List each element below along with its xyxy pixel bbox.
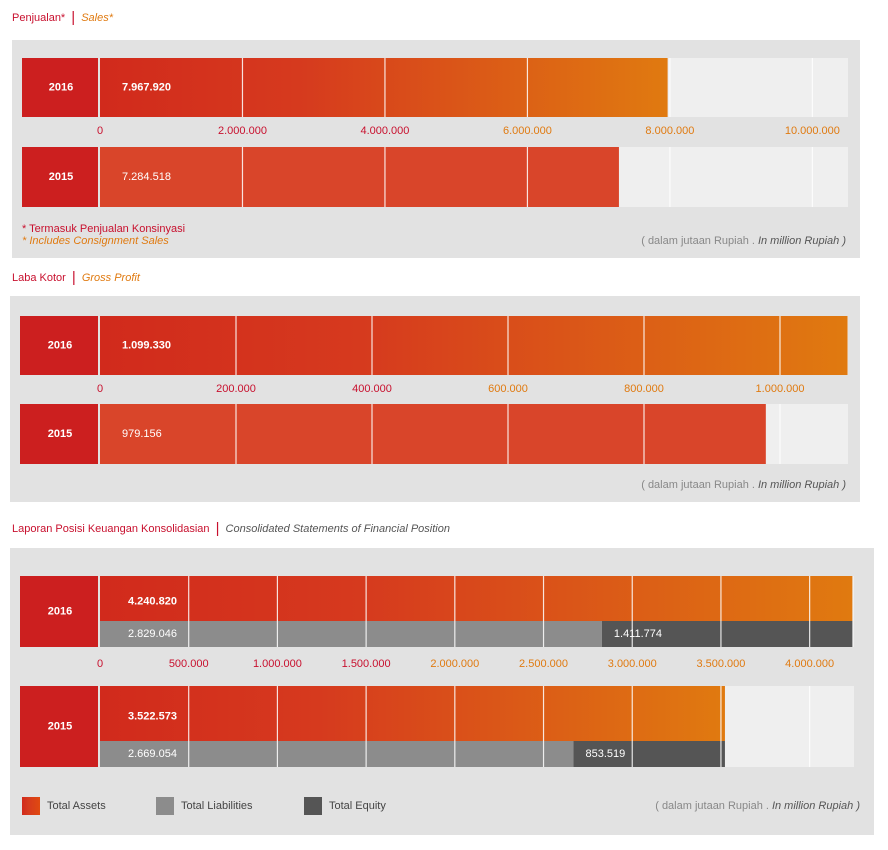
x-tick-label: 6.000.000 — [503, 125, 552, 137]
value-label: 853.519 — [586, 748, 626, 760]
x-tick-label: 500.000 — [169, 658, 209, 670]
chart-title: Penjualan* — [12, 12, 66, 24]
category-box — [20, 576, 98, 647]
bar-liabilities — [100, 741, 574, 767]
x-tick-label: 10.000.000 — [785, 125, 840, 137]
unit-note: ( dalam jutaan Rupiah . — [655, 800, 769, 812]
value-label: 979.156 — [122, 428, 162, 440]
category-label: 2016 — [48, 605, 72, 617]
bar-assets — [100, 576, 853, 621]
x-tick-label: 1.500.000 — [342, 658, 391, 670]
unit-note-en: In million Rupiah ) — [772, 800, 860, 812]
category-label: 2015 — [48, 720, 72, 732]
legend-label: Total Equity — [329, 800, 386, 812]
bar — [100, 58, 668, 117]
chart-title: Laporan Posisi Keuangan Konsolidasian — [12, 523, 210, 535]
value-label: 2.829.046 — [128, 628, 177, 640]
x-tick-label: 2.000.000 — [218, 125, 267, 137]
x-tick-label: 4.000.000 — [360, 125, 409, 137]
x-tick-label: 400.000 — [352, 383, 392, 395]
x-tick-label: 1.000.000 — [756, 383, 805, 395]
chart-subtitle: Sales* — [81, 12, 114, 24]
x-tick-label: 2.500.000 — [519, 658, 568, 670]
x-tick-label: 2.000.000 — [430, 658, 479, 670]
legend-swatch — [156, 797, 174, 815]
unit-note: ( dalam jutaan Rupiah . — [641, 235, 755, 247]
chart-subtitle: Gross Profit — [82, 272, 141, 284]
bar — [100, 316, 848, 375]
x-tick-label: 0 — [97, 383, 103, 395]
category-box — [22, 58, 98, 117]
x-tick-label: 200.000 — [216, 383, 256, 395]
legend-swatch — [304, 797, 322, 815]
value-label: 1.411.774 — [614, 628, 662, 640]
category-box — [20, 404, 98, 464]
legend-swatch — [22, 797, 40, 815]
category-label: 2016 — [49, 81, 73, 93]
chart-title: Laba Kotor — [12, 272, 66, 284]
category-label: 2016 — [48, 339, 72, 351]
legend-label: Total Assets — [47, 800, 106, 812]
category-label: 2015 — [49, 171, 73, 183]
x-tick-label: 1.000.000 — [253, 658, 302, 670]
category-label: 2015 — [48, 428, 72, 440]
category-box — [20, 686, 98, 767]
bar — [100, 147, 619, 207]
x-tick-label: 4.000.000 — [785, 658, 834, 670]
x-tick-label: 0 — [97, 125, 103, 137]
category-box — [20, 316, 98, 375]
x-tick-label: 3.500.000 — [696, 658, 745, 670]
bar-liabilities — [100, 621, 602, 647]
value-label: 4.240.820 — [128, 595, 177, 607]
footnote: * Includes Consignment Sales — [22, 235, 169, 247]
value-label: 2.669.054 — [128, 748, 177, 760]
bar-equity — [601, 621, 853, 647]
x-tick-label: 0 — [97, 658, 103, 670]
value-label: 1.099.330 — [122, 339, 171, 351]
chart-subtitle: Consolidated Statements of Financial Pos… — [226, 523, 450, 535]
bar — [100, 404, 766, 464]
category-box — [22, 147, 98, 207]
x-tick-label: 800.000 — [624, 383, 664, 395]
unit-note-en: In million Rupiah ) — [758, 235, 846, 247]
unit-note-en: In million Rupiah ) — [758, 479, 846, 491]
footnote: * Termasuk Penjualan Konsinyasi — [22, 223, 185, 235]
bar-assets — [100, 686, 725, 741]
value-label: 7.967.920 — [122, 81, 171, 93]
x-tick-label: 3.000.000 — [608, 658, 657, 670]
unit-note: ( dalam jutaan Rupiah . — [641, 479, 755, 491]
x-tick-label: 600.000 — [488, 383, 528, 395]
value-label: 7.284.518 — [122, 171, 171, 183]
value-label: 3.522.573 — [128, 710, 177, 722]
x-tick-label: 8.000.000 — [645, 125, 694, 137]
legend-label: Total Liabilities — [181, 800, 253, 812]
bar-equity — [573, 741, 725, 767]
